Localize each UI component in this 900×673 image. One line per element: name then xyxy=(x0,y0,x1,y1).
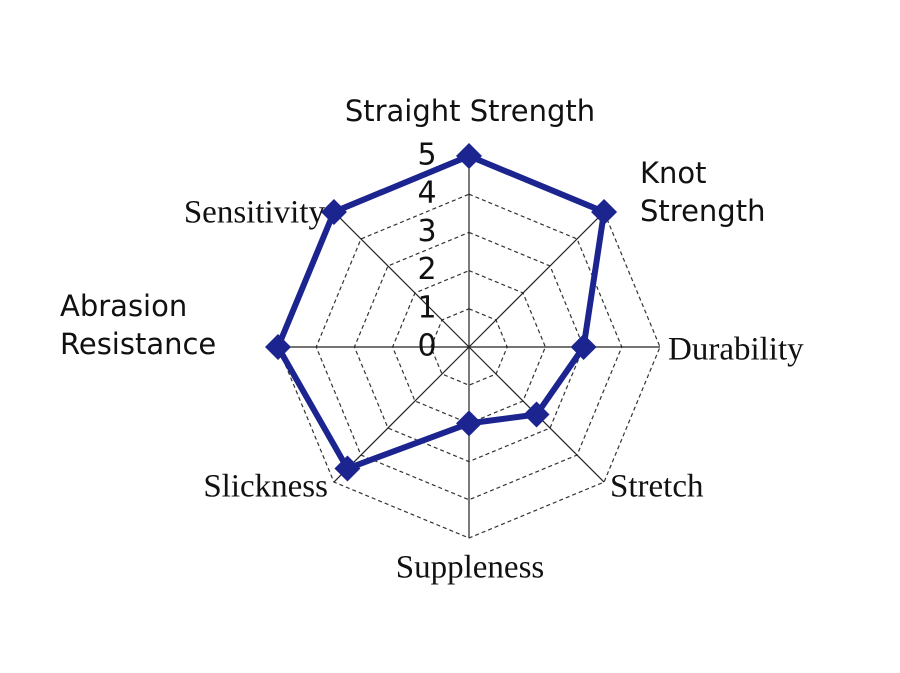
r-tick-label: 4 xyxy=(417,176,436,211)
series-line xyxy=(275,153,608,472)
marker xyxy=(334,455,361,482)
marker xyxy=(523,401,550,428)
marker xyxy=(456,143,482,169)
r-tick-label: 0 xyxy=(417,329,436,364)
grid-ring xyxy=(430,308,508,386)
category-label: Sensitivity xyxy=(183,194,325,231)
r-tick-label: 5 xyxy=(417,138,436,173)
marker xyxy=(320,198,347,225)
marker xyxy=(570,334,597,360)
axis-spoke xyxy=(333,211,470,348)
category-label: Durability xyxy=(668,331,804,368)
marker xyxy=(591,198,618,225)
category-label: Knot Strength xyxy=(640,156,766,228)
category-label: Suppleness xyxy=(395,549,545,586)
axis-spoke xyxy=(333,346,470,483)
axis-spoke xyxy=(468,211,605,348)
r-tick-label: 3 xyxy=(417,214,436,249)
r-tick-label: 2 xyxy=(417,252,436,287)
r-tick-label: 1 xyxy=(417,290,436,325)
category-label: Straight Strength xyxy=(344,94,596,129)
marker xyxy=(456,410,482,437)
marker xyxy=(265,334,291,360)
category-label: Stretch xyxy=(610,468,704,505)
category-label: Abrasion Resistance xyxy=(60,289,217,361)
category-label: Slickness xyxy=(203,468,328,505)
